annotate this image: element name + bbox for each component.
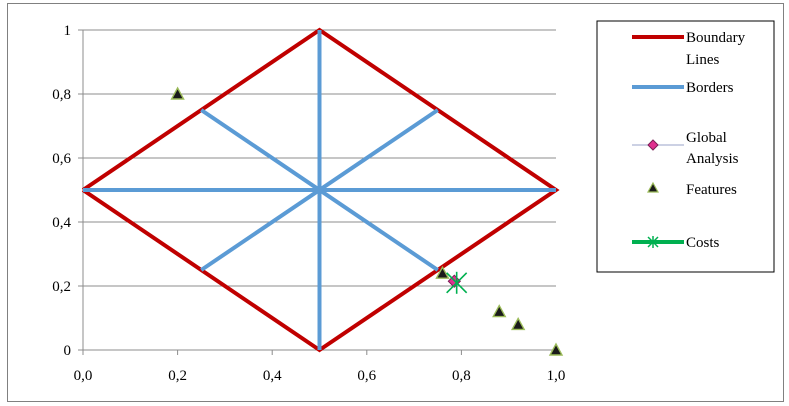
legend-swatch-global-analysis-marker xyxy=(647,139,659,151)
features-point-4 xyxy=(548,342,564,356)
costs-point-0 xyxy=(446,271,468,294)
x-tick-label: 1,0 xyxy=(547,368,566,384)
legend-label-boundary-lines-1: Boundary xyxy=(686,30,746,46)
legend-label-features: Features xyxy=(686,182,737,198)
legend-swatch-features xyxy=(646,181,660,193)
x-tick-label: 0,2 xyxy=(168,368,187,384)
y-tick-label: 1 xyxy=(64,23,72,39)
y-tick-label: 0,4 xyxy=(52,215,71,231)
legend: Boundary Lines Borders Global Analysis F… xyxy=(596,20,775,273)
y-tick-label: 0,2 xyxy=(52,279,71,295)
legend-label-borders: Borders xyxy=(686,80,734,96)
borders-segment-3 xyxy=(200,108,439,272)
y-tick-label: 0 xyxy=(64,343,72,359)
x-tick-label: 0,6 xyxy=(357,368,376,384)
series-layer xyxy=(81,27,564,356)
features-point-0 xyxy=(170,86,185,100)
legend-label-costs: Costs xyxy=(686,235,720,251)
legend-swatch-costs-marker xyxy=(647,236,659,248)
features-point-2 xyxy=(492,304,507,318)
x-tick-label: 0,4 xyxy=(263,368,282,384)
y-tick-label: 0,6 xyxy=(52,151,71,167)
features-point-3 xyxy=(510,316,526,331)
x-tick-label: 0,8 xyxy=(452,368,471,384)
legend-label-global-analysis-2: Analysis xyxy=(686,151,739,167)
x-tick-label: 0,0 xyxy=(74,368,93,384)
legend-label-boundary-lines-2: Lines xyxy=(686,52,719,68)
features-point-1 xyxy=(435,265,450,279)
legend-label-global-analysis-1: Global xyxy=(686,130,727,146)
tick-labels: 0 0,2 0,4 0,6 0,8 1 0,0 0,2 0,4 0,6 0,8 1,0 xyxy=(52,23,565,384)
y-tick-label: 0,8 xyxy=(52,87,71,103)
legend-box xyxy=(596,20,775,273)
